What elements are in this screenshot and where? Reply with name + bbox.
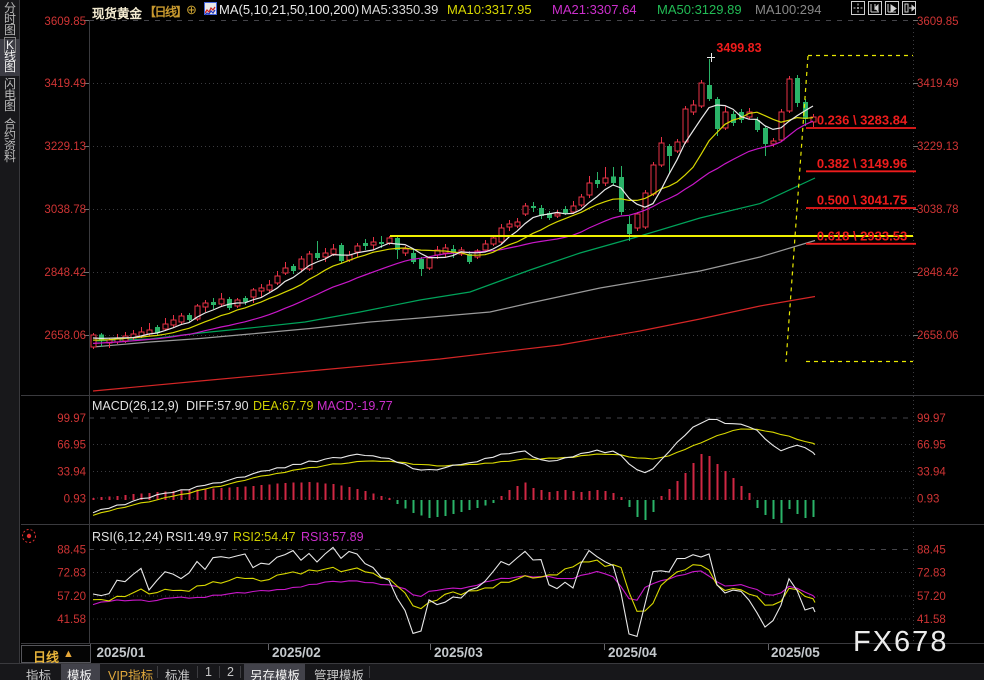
svg-text:66.95: 66.95 — [917, 440, 946, 452]
svg-text:0.500 \ 3041.75: 0.500 \ 3041.75 — [817, 193, 907, 208]
svg-text:72.83: 72.83 — [57, 568, 86, 580]
svg-text:DIFF:57.90: DIFF:57.90 — [186, 399, 249, 413]
svg-text:3609.85: 3609.85 — [917, 16, 959, 28]
svg-text:DEA:67.79: DEA:67.79 — [253, 399, 314, 413]
svg-text:2848.42: 2848.42 — [44, 267, 86, 279]
svg-text:41.58: 41.58 — [917, 614, 946, 626]
svg-text:3419.49: 3419.49 — [917, 78, 959, 90]
svg-text:2025/05: 2025/05 — [771, 645, 820, 660]
svg-text:2025/02: 2025/02 — [272, 645, 321, 660]
svg-text:3419.49: 3419.49 — [44, 78, 86, 90]
svg-text:0.93: 0.93 — [917, 494, 939, 506]
svg-text:88.45: 88.45 — [917, 545, 946, 557]
svg-text:88.45: 88.45 — [57, 545, 86, 557]
svg-text:66.95: 66.95 — [57, 440, 86, 452]
svg-text:41.58: 41.58 — [57, 614, 86, 626]
svg-text:99.97: 99.97 — [917, 413, 946, 425]
svg-text:0.618 \ 2933.53: 0.618 \ 2933.53 — [817, 228, 907, 243]
svg-text:MACD:-19.77: MACD:-19.77 — [317, 399, 393, 413]
svg-text:0.236 \ 3283.84: 0.236 \ 3283.84 — [817, 113, 908, 128]
svg-text:3609.85: 3609.85 — [44, 16, 86, 28]
svg-text:0.93: 0.93 — [64, 494, 86, 506]
svg-text:2658.06: 2658.06 — [917, 330, 959, 342]
svg-text:2848.42: 2848.42 — [917, 267, 959, 279]
svg-text:2025/04: 2025/04 — [608, 645, 657, 660]
svg-text:RSI3:57.89: RSI3:57.89 — [301, 530, 364, 544]
svg-text:0.382 \ 3149.96: 0.382 \ 3149.96 — [817, 156, 907, 171]
svg-text:99.97: 99.97 — [57, 413, 86, 425]
svg-text:2025/03: 2025/03 — [434, 645, 483, 660]
svg-text:57.20: 57.20 — [57, 591, 86, 603]
svg-text:2025/01: 2025/01 — [97, 645, 146, 660]
svg-text:RSI1:49.97: RSI1:49.97 — [166, 530, 229, 544]
svg-text:33.94: 33.94 — [57, 466, 86, 478]
svg-text:3038.78: 3038.78 — [44, 204, 86, 216]
svg-text:2658.06: 2658.06 — [44, 330, 86, 342]
svg-text:3038.78: 3038.78 — [917, 204, 959, 216]
svg-text:72.83: 72.83 — [917, 568, 946, 580]
svg-text:33.94: 33.94 — [917, 466, 946, 478]
svg-text:RSI(6,12,24): RSI(6,12,24) — [92, 530, 163, 544]
svg-text:MACD(26,12,9): MACD(26,12,9) — [92, 399, 179, 413]
svg-text:RSI2:54.47: RSI2:54.47 — [233, 530, 296, 544]
svg-text:3229.13: 3229.13 — [917, 141, 959, 153]
svg-text:3229.13: 3229.13 — [44, 141, 86, 153]
svg-text:3499.83: 3499.83 — [716, 41, 761, 55]
svg-text:57.20: 57.20 — [917, 591, 946, 603]
